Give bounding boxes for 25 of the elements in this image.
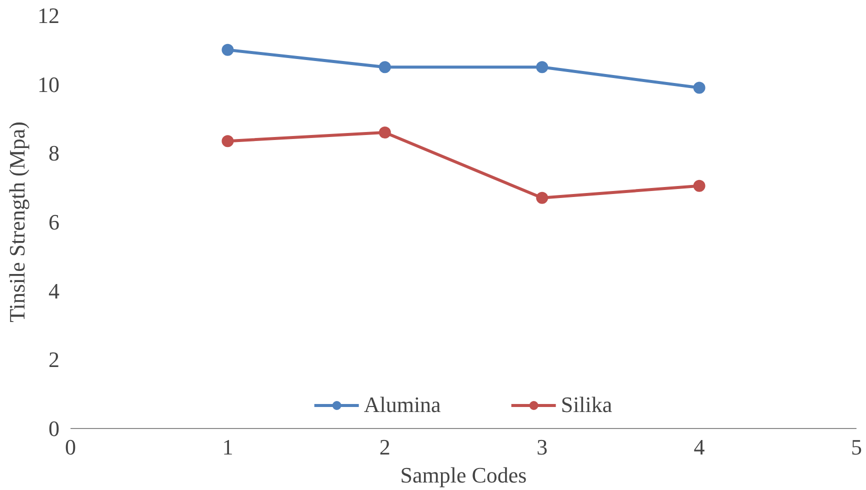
point (222, 135, 234, 148)
legend-label: Silika (560, 392, 612, 418)
point (378, 61, 391, 74)
y-tick-label: 4 (48, 278, 60, 304)
y-tick-label: 8 (48, 140, 60, 166)
legend-label: Alumina (364, 392, 441, 418)
y-axis-title: Tinsile Strength (Mpa) (4, 122, 30, 322)
point (693, 180, 706, 192)
point (378, 126, 391, 139)
x-axis-title: Sample Codes (400, 462, 527, 488)
point (536, 192, 548, 204)
y-tick-label: 12 (38, 3, 60, 28)
x-tick-label: 5 (851, 434, 862, 460)
x-tick-label: 0 (65, 434, 76, 460)
x-tick-label: 1 (222, 434, 234, 460)
x-tick-label: 4 (694, 434, 705, 460)
x-tick-label: 3 (536, 434, 548, 460)
y-tick-label: 2 (48, 347, 60, 372)
y-tick-label: 10 (38, 72, 60, 97)
point (222, 44, 234, 56)
y-tick-label: 6 (48, 210, 60, 234)
point (536, 61, 548, 74)
point (693, 82, 706, 94)
y-tick-label: 0 (48, 416, 60, 441)
x-tick-label: 2 (379, 434, 390, 460)
